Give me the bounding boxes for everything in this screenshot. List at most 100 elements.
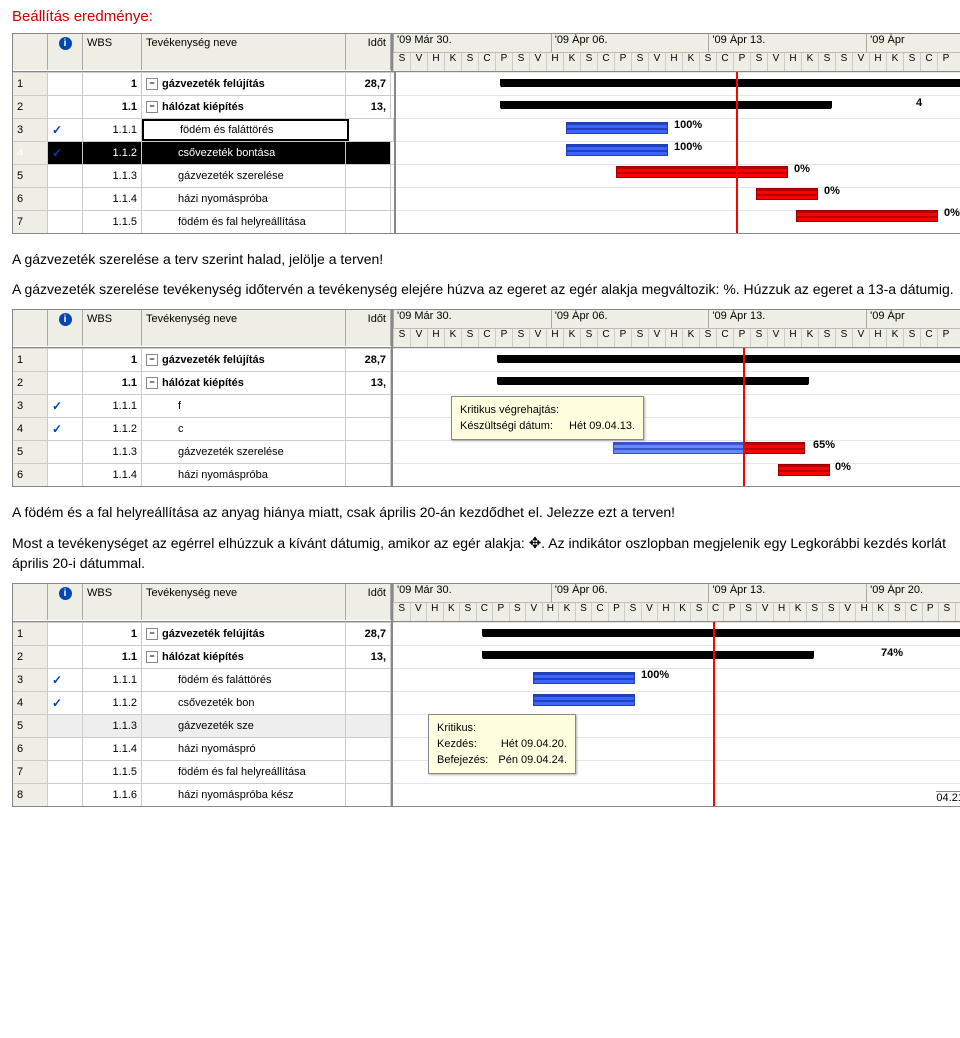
day-header: V [852,53,869,71]
table-row[interactable]: 21.1−hálózat kiépítés13, [13,371,391,394]
table-row[interactable]: 61.1.4házi nyomáspró [13,737,391,760]
table-row[interactable]: 51.1.3gázvezeték szerelése [13,440,391,463]
table-row[interactable]: 21.1−hálózat kiépítés13, [13,645,391,668]
day-header: S [509,603,526,621]
move-icon: ✥ [529,535,542,552]
para2: A gázvezeték szerelése tevékenység időte… [12,280,960,300]
gantt-bar[interactable] [501,79,960,87]
day-header: K [801,53,818,71]
day-header: V [767,53,784,71]
day-header: S [459,603,476,621]
day-header: V [839,603,856,621]
collapse-icon[interactable]: − [146,78,158,90]
table-row[interactable]: 41.1.2csővezeték bontása [13,141,394,164]
gantt-bar[interactable] [533,672,635,684]
day-header: P [495,53,512,71]
gantt-bar[interactable] [533,694,635,706]
day-header: S [750,329,767,347]
gantt-bar[interactable] [566,122,668,134]
table-row[interactable]: 71.1.5födém és fal helyreállítása [13,210,394,233]
day-header: K [444,53,461,71]
table-row[interactable]: 31.1.1f [13,394,391,417]
table-row[interactable]: 11−gázvezeték felújítás28,7 [13,622,391,645]
gantt-bar[interactable] [483,629,960,637]
week-header: '09 Ápr 20. [866,584,960,602]
day-header: S [631,53,648,71]
week-header: '09 Már 30. [393,584,551,602]
day-header: K [558,603,575,621]
table-row[interactable]: 51.1.3gázvezeték szerelése [13,164,394,187]
gantt-bar[interactable] [483,651,813,659]
day-header: P [733,329,750,347]
gantt-bar[interactable] [498,355,960,363]
day-header: P [492,603,509,621]
info-icon: i [59,37,72,50]
info-icon: i [59,313,72,326]
progress-label: 4 [916,97,922,109]
gantt-bar[interactable] [796,210,938,222]
day-header: H [427,53,444,71]
day-header: V [648,329,665,347]
day-header: S [393,53,410,71]
gantt-bar[interactable] [778,464,830,476]
table-row[interactable]: 61.1.4házi nyomáspróba [13,187,394,210]
gantt-bar[interactable] [616,166,788,178]
day-header: V [767,329,784,347]
day-header: H [427,329,444,347]
progress-label: 100% [641,669,669,681]
gantt-bar[interactable] [498,377,808,385]
week-header: '09 Ápr 06. [551,584,709,602]
gantt-bar[interactable] [756,188,818,200]
day-header: K [886,53,903,71]
para3: A födém és a fal helyreállítása az anyag… [12,503,960,523]
day-header: P [937,53,954,71]
week-header: '09 Ápr [866,310,960,328]
table-row[interactable]: 41.1.2c [13,417,391,440]
collapse-icon[interactable]: − [146,101,158,113]
table-row[interactable]: 81.1.6házi nyomáspróba kész [13,783,391,806]
table-row[interactable]: 41.1.2csővezeték bon [13,691,391,714]
day-header: C [478,53,495,71]
day-header: C [591,603,608,621]
day-header: S [624,603,641,621]
gantt-bar[interactable] [501,101,831,109]
day-header: K [886,329,903,347]
gantt-bar[interactable] [743,442,805,454]
table-row[interactable]: 51.1.3gázvezeték sze [13,714,391,737]
day-header: C [597,53,614,71]
collapse-icon[interactable]: − [146,377,158,389]
day-header: H [784,53,801,71]
collapse-icon[interactable]: − [146,628,158,640]
table-row[interactable]: 31.1.1födém és faláttörés [13,668,391,691]
table-row[interactable]: 61.1.4házi nyomáspróba [13,463,391,486]
week-header: '09 Ápr 06. [551,310,709,328]
header-task: Tevékenység neve [142,34,346,52]
week-header: '09 Ápr [866,34,960,52]
gantt-bar[interactable] [613,442,745,454]
day-header: P [608,603,625,621]
week-header: '09 Ápr 13. [708,34,866,52]
day-header: C [716,53,733,71]
collapse-icon[interactable]: − [146,354,158,366]
table-row[interactable]: 31.1.1födém és faláttörés [13,118,394,141]
header-wbs: WBS [83,34,142,52]
day-header: K [872,603,889,621]
day-header: H [665,329,682,347]
day-header: S [393,603,410,621]
day-header: P [723,603,740,621]
day-header: S [461,329,478,347]
header-dur: Időt [346,34,391,52]
gantt-bar[interactable] [566,144,668,156]
day-header: S [631,329,648,347]
table-row[interactable]: 11−gázvezeték felújítás28,7 [13,348,391,371]
day-header: S [393,329,410,347]
day-header: K [674,603,691,621]
day-header: C [707,603,724,621]
gantt-2: i WBS Tevékenység neve Időt '09 Már 30.'… [12,309,960,487]
collapse-icon[interactable]: − [146,651,158,663]
table-row[interactable]: 71.1.5födém és fal helyreállítása [13,760,391,783]
week-header: '09 Ápr 06. [551,34,709,52]
day-header: V [410,329,427,347]
table-row[interactable]: 11−gázvezeték felújítás28,7 [13,72,394,95]
table-row[interactable]: 21.1−hálózat kiépítés13, [13,95,394,118]
